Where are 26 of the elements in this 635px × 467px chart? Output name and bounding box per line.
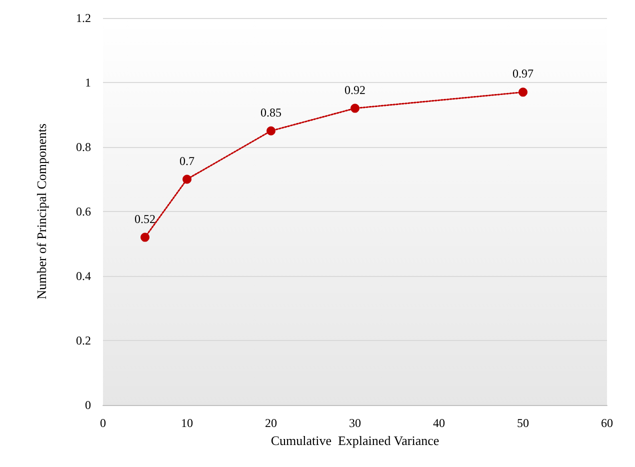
y-tick-label: 0.2 (76, 334, 91, 348)
point (140, 232, 150, 242)
y-tick-label: 1.2 (76, 11, 91, 25)
y-tick-label: 0.4 (76, 269, 91, 283)
x-tick-label: 50 (517, 416, 529, 430)
x-axis-title: Cumulative Explained Variance (270, 432, 440, 448)
y-tick-label: 1 (85, 76, 91, 90)
point (266, 126, 276, 136)
data-label: 0.52 (134, 212, 156, 226)
x-tick-label: 60 (601, 416, 613, 430)
point (518, 88, 528, 97)
x-tick-label: 0 (100, 416, 106, 430)
point (182, 174, 192, 184)
data-label: 0.85 (260, 105, 282, 120)
data-label: 0.7 (180, 154, 194, 168)
x-tick-label: 40 (433, 416, 445, 430)
point (350, 104, 360, 113)
x-tick-label: 10 (181, 416, 193, 430)
data-label: 0.97 (512, 66, 534, 81)
x-tick-label: 30 (349, 416, 361, 430)
y-tick-label: 0.8 (76, 140, 91, 154)
data-label: 0.92 (344, 82, 366, 97)
y-tick-label: 0.6 (76, 204, 91, 218)
y-tick-label: 0 (85, 398, 91, 412)
y-axis-title: Number of Principal Components (34, 124, 49, 300)
x-tick-label: 20 (265, 416, 277, 430)
